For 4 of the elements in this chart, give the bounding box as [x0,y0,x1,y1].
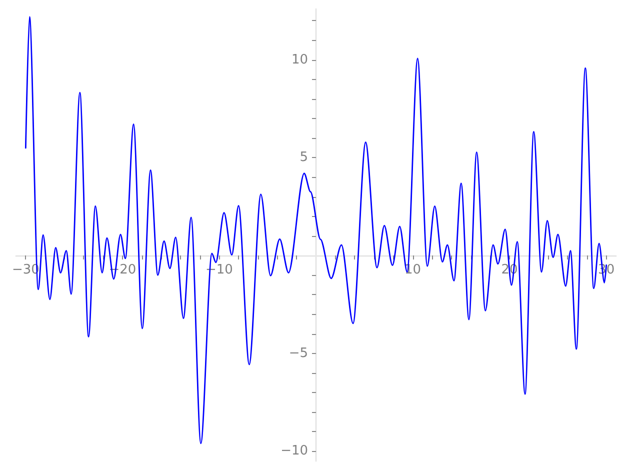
y-tick-label: 5 [300,150,308,166]
y-tick-label: −10 [280,444,308,459]
y-tick-label: 10 [291,52,308,68]
y-tick-label: −5 [288,346,308,361]
